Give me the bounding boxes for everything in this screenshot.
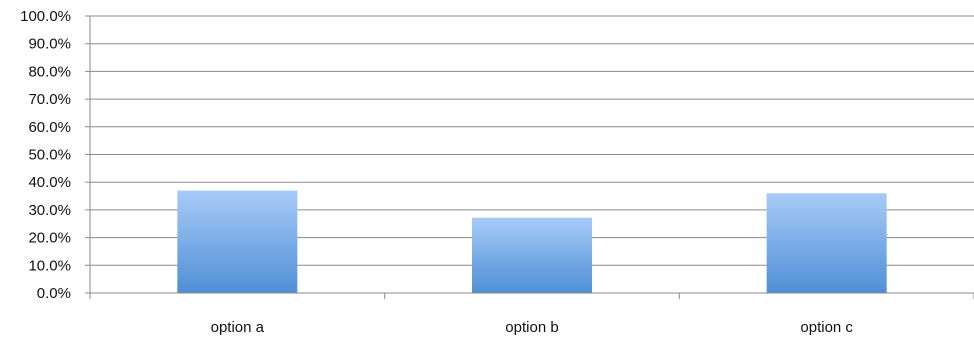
y-tick-label: 10.0% <box>28 257 71 274</box>
x-category-label: option a <box>211 319 265 336</box>
y-tick-label: 70.0% <box>28 91 71 108</box>
bar-option-b <box>472 217 592 293</box>
category-labels: option a option b option c <box>211 319 854 336</box>
y-axis-ticks: 0.0% 10.0% 20.0% 30.0% 40.0% 50.0% 60.0% 70.0% 8… <box>20 8 71 302</box>
x-axis <box>89 16 974 299</box>
bars <box>177 190 887 293</box>
y-tick-label: 40.0% <box>28 174 71 191</box>
y-tick-label: 20.0% <box>28 230 71 247</box>
y-tick-label: 30.0% <box>28 202 71 219</box>
y-tick-label: 50.0% <box>28 147 71 164</box>
y-tick-label: 90.0% <box>28 36 71 53</box>
x-category-label: option b <box>505 319 558 336</box>
bar-option-a <box>177 190 298 293</box>
x-category-label: option c <box>800 319 853 336</box>
y-tick-label: 60.0% <box>28 119 71 136</box>
y-tick-label: 100.0% <box>20 8 71 25</box>
y-tick-label: 80.0% <box>28 63 71 80</box>
y-tick-label: 0.0% <box>37 285 71 302</box>
bar-option-c <box>766 193 887 293</box>
